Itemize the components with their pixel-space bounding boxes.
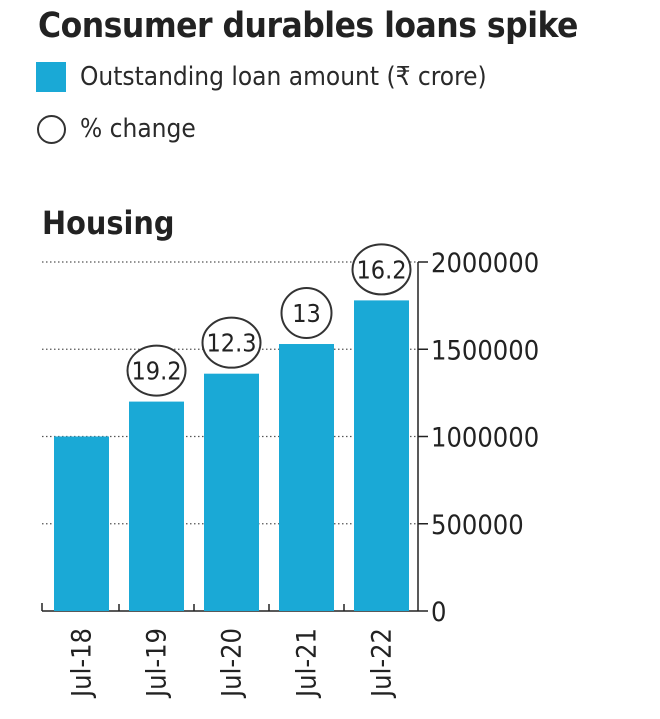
percent-change-label: 13 xyxy=(292,299,321,328)
percent-change-label: 12.3 xyxy=(206,329,256,358)
y-tick-label: 2000000 xyxy=(431,248,539,279)
circle-swatch-icon xyxy=(37,114,66,144)
legend-label-loan-amount: Outstanding loan amount (₹ crore) xyxy=(80,62,487,92)
x-tick-label: Jul-21 xyxy=(292,628,323,699)
bar xyxy=(204,373,259,611)
percent-change-label: 19.2 xyxy=(131,357,181,386)
y-tick-label: 0 xyxy=(431,597,446,628)
y-tick-label: 1500000 xyxy=(431,335,539,366)
bar-swatch-icon xyxy=(36,62,66,92)
x-tick-label: Jul-20 xyxy=(217,628,248,699)
percent-change-bubble xyxy=(280,287,333,340)
percent-change-bubble xyxy=(126,344,187,397)
percent-change-bubble xyxy=(201,316,262,369)
x-tick-label: Jul-18 xyxy=(67,628,98,699)
percent-change-label: 16.2 xyxy=(356,255,406,284)
percent-change-bubble xyxy=(351,243,412,296)
x-tick-label: Jul-19 xyxy=(142,628,173,699)
y-tick-label: 1000000 xyxy=(431,423,539,454)
bar xyxy=(129,401,184,611)
bar xyxy=(54,436,109,611)
x-tick-label: Jul-22 xyxy=(367,628,398,699)
chart-subtitle: Housing xyxy=(42,204,175,242)
legend-item-percent-change: % change xyxy=(36,114,196,144)
legend-label-percent-change: % change xyxy=(80,114,196,144)
bar xyxy=(354,300,409,611)
page-title: Consumer durables loans spike xyxy=(38,6,578,46)
bar xyxy=(279,344,334,611)
legend-item-loan-amount: Outstanding loan amount (₹ crore) xyxy=(36,62,487,92)
y-tick-label: 500000 xyxy=(431,510,524,541)
